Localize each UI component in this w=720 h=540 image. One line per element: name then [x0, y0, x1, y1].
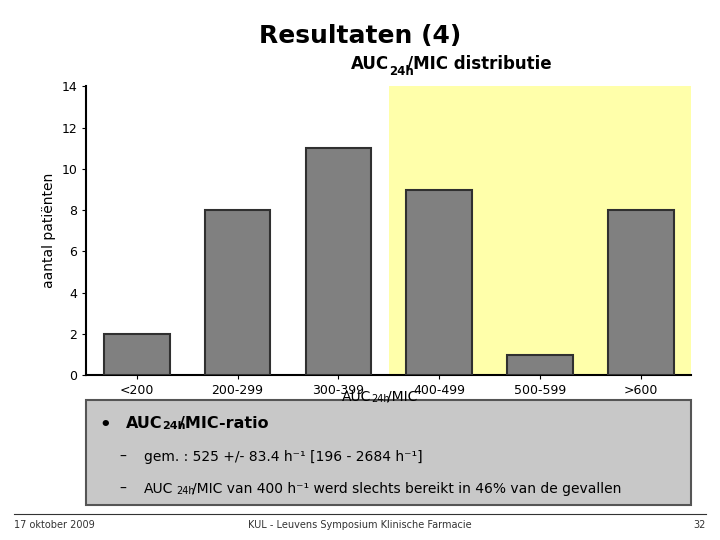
Text: /MIC-ratio: /MIC-ratio [179, 416, 269, 431]
Bar [104, 334, 170, 375]
Bar [389, 86, 691, 375]
Text: 24h: 24h [371, 394, 390, 404]
Text: AUC: AUC [126, 416, 162, 431]
Text: Resultaten (4): Resultaten (4) [259, 24, 461, 48]
Y-axis label: aantal patiënten: aantal patiënten [42, 173, 56, 288]
Text: AUC: AUC [351, 55, 389, 73]
Text: 24h: 24h [162, 421, 186, 431]
Text: –: – [120, 482, 127, 496]
Text: /MIC distributie: /MIC distributie [407, 55, 552, 73]
Bar [406, 190, 472, 375]
Text: /MIC van 400 h⁻¹ werd slechts bereikt in 46% van de gevallen: /MIC van 400 h⁻¹ werd slechts bereikt in… [192, 482, 621, 496]
FancyBboxPatch shape [86, 400, 691, 505]
Text: 24h: 24h [176, 487, 194, 496]
Bar [204, 210, 270, 375]
Text: AUC: AUC [341, 390, 371, 404]
Text: /MIC: /MIC [387, 390, 417, 404]
Text: KUL - Leuvens Symposium Klinische Farmacie: KUL - Leuvens Symposium Klinische Farmac… [248, 520, 472, 530]
Text: gem. : 525 +/- 83.4 h⁻¹ [196 - 2684 h⁻¹]: gem. : 525 +/- 83.4 h⁻¹ [196 - 2684 h⁻¹] [144, 450, 423, 464]
Text: 17 oktober 2009: 17 oktober 2009 [14, 520, 95, 530]
Text: 32: 32 [693, 520, 706, 530]
Text: 24h: 24h [389, 65, 413, 78]
Text: AUC: AUC [144, 482, 174, 496]
Text: –: – [120, 450, 127, 464]
Text: •: • [99, 416, 112, 435]
Bar [507, 355, 572, 375]
Bar [305, 148, 372, 375]
Bar [608, 210, 673, 375]
